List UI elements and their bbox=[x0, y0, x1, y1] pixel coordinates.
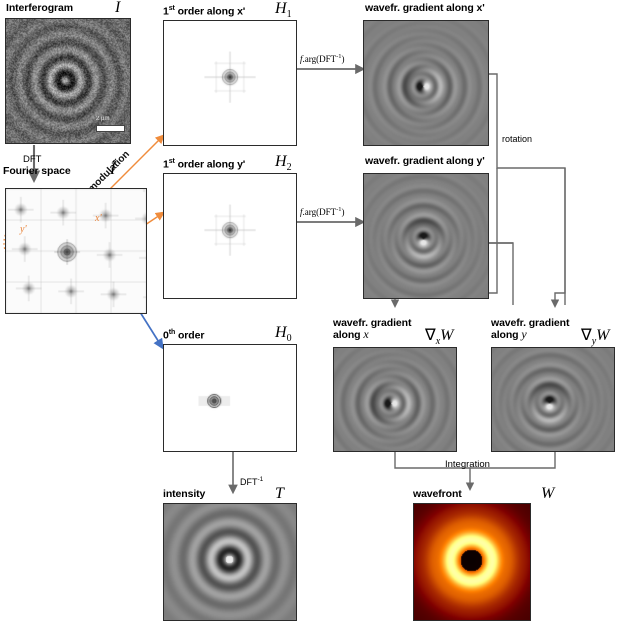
panel-grad-y bbox=[491, 347, 615, 452]
caption-grad-y-axis: y bbox=[521, 327, 527, 341]
scalebar bbox=[96, 125, 125, 132]
panel-grad-yprime bbox=[363, 173, 489, 299]
label-rotation: rotation bbox=[502, 134, 533, 144]
symbol-grad-y: ∇yW bbox=[581, 327, 610, 348]
ordinal-suffix: st bbox=[168, 5, 175, 12]
panel-first-order-y bbox=[163, 173, 297, 299]
caption-interferogram: Interferogram bbox=[6, 2, 73, 14]
panel-wavefront bbox=[413, 503, 531, 621]
symbol-intensity: T bbox=[275, 485, 284, 502]
caption-grad-x: wavefr. gradient along x bbox=[333, 317, 412, 341]
caption-grad-xprime: wavefr. gradient along x' bbox=[365, 2, 485, 14]
label-dft-inverse: DFT-1 bbox=[240, 476, 264, 487]
panel-grad-xprime bbox=[363, 20, 489, 146]
caption-wavefront: wavefront bbox=[413, 488, 462, 500]
caption-zero-order: 0th order bbox=[163, 329, 205, 342]
symbol-grad-x: ∇xW bbox=[425, 327, 454, 348]
panel-zero-order bbox=[163, 344, 297, 452]
symbol-h2: H2 bbox=[275, 153, 292, 174]
panel-intensity bbox=[163, 503, 297, 621]
caption-first-order-x: 1st order along x' bbox=[163, 3, 245, 18]
caption-grad-x-axis: x bbox=[363, 327, 369, 341]
symbol-h1: H1 bbox=[275, 0, 292, 21]
caption-grad-y: wavefr. gradient along y bbox=[491, 317, 570, 341]
label-ifft-y: f.arg(DFT-1) bbox=[300, 206, 345, 217]
symbol-fourier-space: Î bbox=[110, 161, 116, 178]
panel-fourier-space bbox=[5, 188, 147, 314]
arrow-integration bbox=[394, 452, 556, 491]
label-integration: Integration bbox=[445, 459, 490, 470]
ordinal-number: 1 bbox=[163, 5, 169, 18]
caption-fourier-space: Fourier space bbox=[3, 165, 71, 177]
axis-label-yprime: y' bbox=[20, 224, 27, 235]
caption-grad-yprime: wavefr. gradient along y' bbox=[365, 155, 485, 167]
axis-label-xprime: x' bbox=[95, 213, 102, 224]
caption-rest: order along x' bbox=[174, 5, 246, 18]
label-dft: DFT bbox=[23, 154, 42, 165]
symbol-wavefront: W bbox=[541, 485, 555, 502]
label-ifft-x: f.arg(DFT-1) bbox=[300, 53, 345, 64]
symbol-h0: H0 bbox=[275, 324, 292, 345]
symbol-interferogram: I bbox=[115, 0, 121, 16]
caption-intensity: intensity bbox=[163, 488, 206, 500]
panel-grad-x bbox=[333, 347, 457, 452]
panel-first-order-x bbox=[163, 20, 297, 146]
caption-first-order-y: 1st order along y' bbox=[163, 158, 246, 171]
panel-interferogram bbox=[5, 18, 131, 144]
scalebar-label: 2 µm bbox=[96, 116, 110, 122]
